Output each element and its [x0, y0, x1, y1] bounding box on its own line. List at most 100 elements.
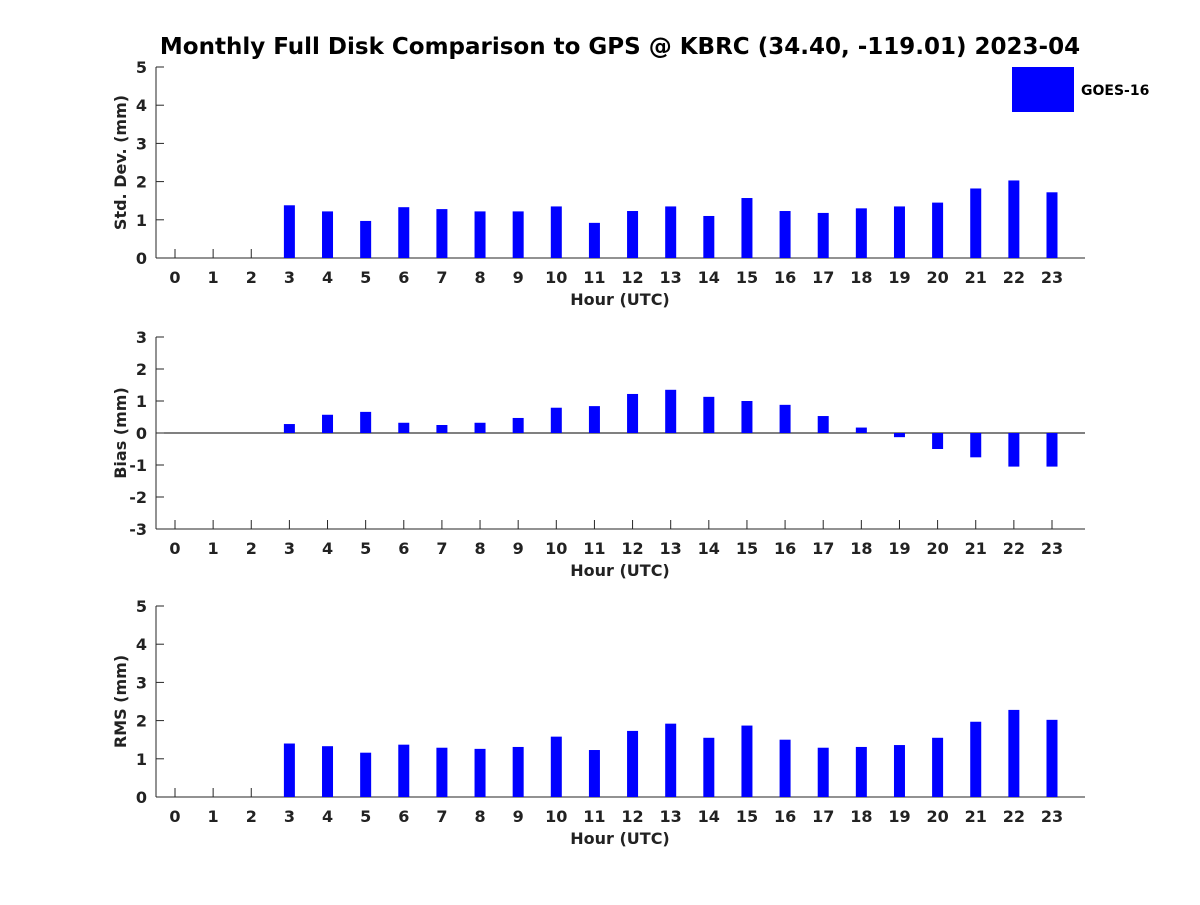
- x-tick-label: 5: [360, 268, 371, 287]
- x-tick-label: 8: [474, 807, 485, 826]
- x-tick-label: 11: [583, 268, 605, 287]
- x-tick-label: 5: [360, 807, 371, 826]
- x-tick-label: 10: [545, 807, 567, 826]
- x-tick-label: 2: [246, 539, 257, 558]
- bar-12: [627, 730, 639, 797]
- y-tick-label: 5: [136, 597, 147, 616]
- x-tick-label: 20: [926, 807, 948, 826]
- bar-22: [1008, 180, 1020, 258]
- bar-16: [779, 211, 791, 258]
- bar-17: [817, 212, 829, 258]
- y-axis-label: Std. Dev. (mm): [111, 95, 130, 230]
- bar-10: [550, 736, 562, 797]
- x-tick-label: 12: [621, 539, 643, 558]
- x-tick-label: 3: [284, 539, 295, 558]
- bar-6: [398, 744, 410, 797]
- y-axis-label: RMS (mm): [111, 655, 130, 748]
- x-tick-label: 10: [545, 268, 567, 287]
- legend: GOES-16: [1012, 67, 1149, 112]
- y-tick-label: 3: [136, 673, 147, 692]
- chart-title: Monthly Full Disk Comparison to GPS @ KB…: [160, 34, 1080, 60]
- bar-6: [398, 422, 410, 433]
- bar-7: [436, 209, 448, 258]
- x-tick-label: 7: [436, 539, 447, 558]
- bar-20: [932, 433, 944, 449]
- y-tick-label: 1: [136, 392, 147, 411]
- bar-14: [703, 396, 715, 433]
- bar-15: [741, 725, 753, 797]
- x-tick-label: 14: [698, 539, 720, 558]
- x-tick-label: 10: [545, 539, 567, 558]
- x-tick-label: 18: [850, 807, 872, 826]
- x-tick-label: 21: [965, 539, 987, 558]
- x-tick-label: 5: [360, 539, 371, 558]
- bar-10: [550, 407, 562, 433]
- bar-7: [436, 425, 448, 433]
- bar-14: [703, 737, 715, 797]
- x-tick-label: 16: [774, 807, 796, 826]
- x-axis-label: Hour (UTC): [570, 561, 670, 580]
- x-tick-label: 0: [169, 268, 180, 287]
- x-tick-label: 6: [398, 268, 409, 287]
- x-tick-label: 8: [474, 268, 485, 287]
- x-tick-label: 4: [322, 268, 333, 287]
- x-tick-label: 9: [513, 539, 524, 558]
- y-tick-label: 1: [136, 750, 147, 769]
- x-tick-label: 4: [322, 539, 333, 558]
- bar-11: [588, 406, 600, 433]
- x-axis-label: Hour (UTC): [570, 290, 670, 309]
- x-tick-label: 19: [888, 268, 910, 287]
- bar-18: [855, 427, 867, 433]
- x-tick-label: 1: [208, 807, 219, 826]
- x-tick-label: 14: [698, 807, 720, 826]
- bar-9: [512, 746, 524, 797]
- x-tick-label: 20: [926, 539, 948, 558]
- bar-12: [627, 211, 639, 258]
- bar-3: [283, 424, 295, 433]
- bar-21: [970, 721, 982, 797]
- x-tick-label: 19: [888, 539, 910, 558]
- y-tick-label: 2: [136, 173, 147, 192]
- y-tick-label: 4: [136, 96, 147, 115]
- x-tick-label: 6: [398, 807, 409, 826]
- x-tick-label: 7: [436, 268, 447, 287]
- bar-16: [779, 404, 791, 433]
- bar-13: [665, 206, 677, 258]
- bar-23: [1046, 433, 1058, 467]
- y-tick-label: 3: [136, 134, 147, 153]
- bar-14: [703, 215, 715, 258]
- y-tick-label: 0: [136, 424, 147, 443]
- x-tick-label: 14: [698, 268, 720, 287]
- x-tick-label: 13: [660, 539, 682, 558]
- x-tick-label: 1: [208, 268, 219, 287]
- legend-swatch: [1012, 67, 1074, 112]
- x-tick-label: 16: [774, 268, 796, 287]
- x-tick-label: 22: [1003, 268, 1025, 287]
- y-tick-label: 2: [136, 360, 147, 379]
- y-tick-label: -2: [129, 488, 147, 507]
- bar-21: [970, 433, 982, 458]
- bar-20: [932, 737, 944, 797]
- bar-21: [970, 188, 982, 258]
- bar-15: [741, 401, 753, 433]
- x-tick-label: 2: [246, 268, 257, 287]
- x-tick-label: 21: [965, 807, 987, 826]
- bar-18: [855, 208, 867, 258]
- bar-23: [1046, 719, 1058, 797]
- x-tick-label: 12: [621, 807, 643, 826]
- x-tick-label: 17: [812, 268, 834, 287]
- y-axis-label: Bias (mm): [111, 387, 130, 479]
- bar-22: [1008, 709, 1020, 797]
- bar-13: [665, 723, 677, 797]
- y-tick-label: 1: [136, 211, 147, 230]
- x-tick-label: 0: [169, 807, 180, 826]
- y-tick-label: 3: [136, 328, 147, 347]
- bar-3: [283, 205, 295, 258]
- x-tick-label: 9: [513, 268, 524, 287]
- bar-5: [360, 411, 372, 433]
- bar-12: [627, 393, 639, 433]
